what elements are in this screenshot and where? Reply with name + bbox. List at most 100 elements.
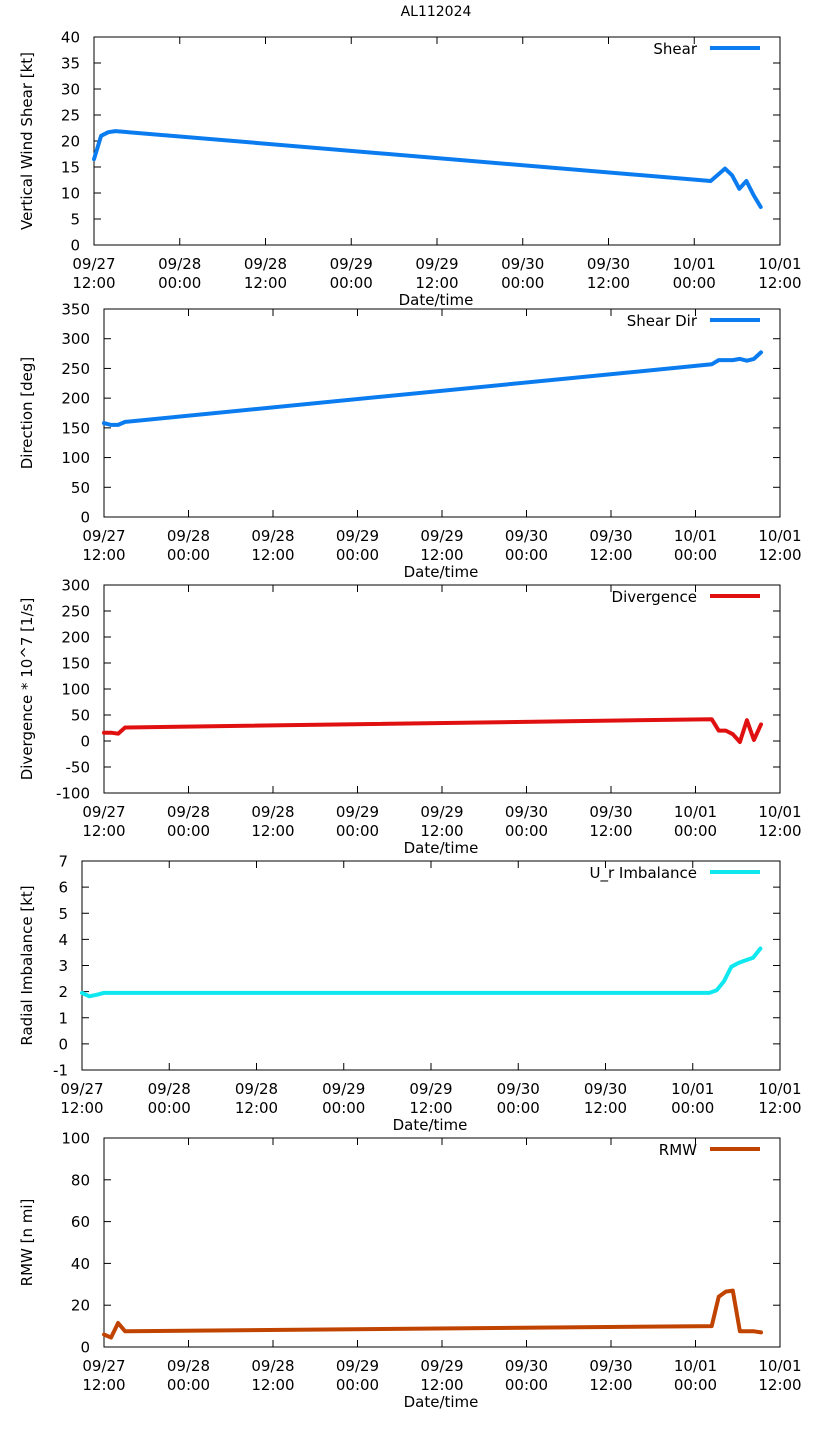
data-point — [738, 357, 742, 361]
x-tick-time: 00:00 — [330, 274, 373, 292]
y-tick-label: 0 — [58, 1035, 68, 1053]
data-point — [745, 359, 749, 363]
x-tick-time: 12:00 — [244, 274, 287, 292]
x-tick-time: 12:00 — [758, 822, 801, 840]
x-tick-time: 00:00 — [674, 822, 717, 840]
y-tick-label: 60 — [71, 1213, 90, 1231]
x-tick-time: 00:00 — [336, 546, 379, 564]
x-tick-time: 00:00 — [167, 822, 210, 840]
data-point — [744, 179, 748, 183]
y-tick-label: 2 — [58, 983, 68, 1001]
data-point — [102, 421, 106, 425]
data-point — [758, 947, 762, 951]
panel-radial-imbalance: -10123456709/2712:0009/2800:0009/2812:00… — [18, 853, 802, 1135]
x-tick-date: 09/28 — [148, 1080, 191, 1098]
y-tick-label: 0 — [70, 237, 80, 255]
data-point — [116, 423, 120, 427]
x-tick-time: 12:00 — [415, 274, 458, 292]
data-point — [731, 732, 735, 736]
data-point — [109, 731, 113, 735]
figure-title: AL112024 — [401, 4, 472, 20]
data-point — [102, 1332, 106, 1336]
x-tick-time: 12:00 — [758, 546, 801, 564]
y-tick-label: 50 — [71, 479, 90, 497]
y-tick-label: -1 — [53, 1062, 68, 1080]
x-axis-label: Date/time — [393, 1116, 468, 1134]
data-point — [723, 167, 727, 171]
series-line-shear-dir — [102, 350, 763, 427]
x-tick-date: 09/28 — [167, 1357, 210, 1375]
x-tick-time: 12:00 — [420, 1376, 463, 1394]
data-point — [724, 729, 728, 733]
data-point — [102, 731, 106, 735]
x-tick-date: 09/29 — [336, 803, 379, 821]
data-point — [752, 357, 756, 361]
panel-rmw: 02040608010009/2712:0009/2800:0009/2812:… — [18, 1130, 802, 1412]
y-tick-label: 3 — [58, 957, 68, 975]
y-tick-label: 0 — [80, 733, 90, 751]
x-tick-date: 10/01 — [671, 1080, 714, 1098]
y-tick-label: 15 — [61, 159, 80, 177]
x-tick-time: 00:00 — [497, 1099, 540, 1117]
y-tick-label: 25 — [61, 107, 80, 125]
x-tick-date: 10/01 — [758, 1080, 801, 1098]
y-tick-label: 35 — [61, 55, 80, 73]
y-axis-label: Direction [deg] — [18, 357, 36, 470]
x-tick-date: 09/28 — [244, 255, 287, 273]
y-tick-label: -100 — [56, 785, 90, 803]
data-point — [99, 134, 103, 138]
x-tick-date: 09/30 — [505, 803, 548, 821]
y-tick-label: 30 — [61, 81, 80, 99]
series-line-radial-imbalance — [80, 946, 763, 999]
x-tick-time: 00:00 — [674, 546, 717, 564]
x-tick-time: 12:00 — [758, 274, 801, 292]
x-tick-date: 09/27 — [82, 803, 125, 821]
x-tick-date: 10/01 — [674, 803, 717, 821]
x-tick-time: 12:00 — [251, 822, 294, 840]
data-point — [715, 988, 719, 992]
x-tick-date: 09/30 — [589, 1357, 632, 1375]
legend-label: Shear — [653, 40, 697, 58]
y-tick-label: -50 — [66, 759, 91, 777]
data-point — [109, 1336, 113, 1340]
x-tick-time: 00:00 — [501, 274, 544, 292]
data-point — [717, 358, 721, 362]
panel-shear-dir: 05010015020025030035009/2712:0009/2800:0… — [18, 301, 802, 582]
x-axis-label: Date/time — [404, 563, 479, 581]
data-point — [709, 179, 713, 183]
x-tick-time: 00:00 — [505, 546, 548, 564]
y-tick-label: 100 — [61, 681, 90, 699]
y-tick-label: 150 — [61, 419, 90, 437]
x-tick-time: 12:00 — [82, 1376, 125, 1394]
x-tick-date: 09/28 — [235, 1080, 278, 1098]
x-tick-time: 12:00 — [82, 822, 125, 840]
y-tick-label: 250 — [61, 603, 90, 621]
x-tick-date: 09/29 — [415, 255, 458, 273]
x-tick-date: 09/30 — [587, 255, 630, 273]
data-point — [731, 358, 735, 362]
data-point — [123, 420, 127, 424]
data-point — [707, 991, 711, 995]
x-tick-date: 10/01 — [674, 527, 717, 545]
y-tick-label: 40 — [61, 29, 80, 47]
y-axis-label: RMW [n mi] — [18, 1199, 36, 1287]
series-line-divergence — [102, 717, 763, 744]
x-tick-date: 09/28 — [251, 1357, 294, 1375]
panel-divergence: -100-5005010015020025030009/2712:0009/28… — [18, 577, 802, 858]
x-tick-date: 09/28 — [251, 527, 294, 545]
x-tick-date: 09/29 — [409, 1080, 452, 1098]
data-point — [95, 993, 99, 997]
x-tick-date: 09/27 — [72, 255, 115, 273]
x-tick-date: 09/28 — [158, 255, 201, 273]
x-tick-time: 12:00 — [758, 1099, 801, 1117]
data-point — [729, 965, 733, 969]
x-tick-date: 09/29 — [330, 255, 373, 273]
x-axis-label: Date/time — [404, 1393, 479, 1411]
y-tick-label: 200 — [61, 629, 90, 647]
data-point — [737, 187, 741, 191]
y-tick-label: 150 — [61, 655, 90, 673]
x-tick-time: 00:00 — [671, 1099, 714, 1117]
x-tick-time: 12:00 — [235, 1099, 278, 1117]
data-point — [724, 358, 728, 362]
